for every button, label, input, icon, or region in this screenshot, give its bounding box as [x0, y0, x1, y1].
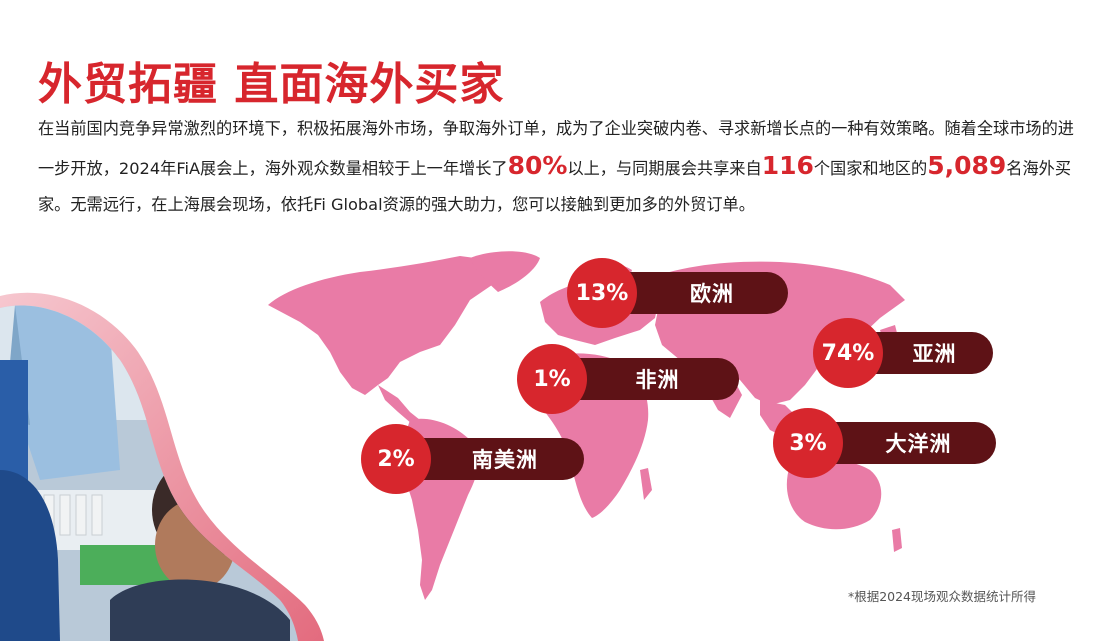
region-percent-africa: 1%	[517, 344, 587, 414]
growth-percent: 80%	[507, 150, 568, 180]
region-percent-asia: 74%	[813, 318, 883, 388]
buyer-count: 5,089	[927, 150, 1007, 180]
region-percent-oceania: 3%	[773, 408, 843, 478]
north-america-shape	[268, 256, 505, 395]
madagascar-shape	[640, 468, 652, 500]
region-percent-europe: 13%	[567, 258, 637, 328]
central-america-shape	[378, 385, 420, 424]
paragraph-part-4: 名海外买家。无需远行，在上海展会现场，依托Fi Global资源的强大助力，您可…	[38, 158, 1072, 215]
region-percent-south-america: 2%	[361, 424, 431, 494]
intro-paragraph: 在当前国内竞争异常激烈的环境下，积极拓展海外市场，争取海外订单，成为了企业突破内…	[38, 111, 1078, 224]
paragraph-part-2: 以上，与同期展会共享来自	[567, 158, 762, 178]
paragraph-part-1: 在当前国内竞争异常激烈的环境下，积极拓展海外市场，争取海外订单，成为了企业突破内…	[38, 119, 1074, 178]
greenland-shape	[470, 251, 540, 292]
country-count: 116	[761, 150, 814, 180]
region-label-oceania: 大洋洲	[815, 422, 996, 464]
region-label-europe: 欧洲	[610, 272, 788, 314]
new-zealand-shape	[892, 528, 902, 552]
paragraph-part-3: 个国家和地区的	[813, 158, 928, 178]
page-title: 外贸拓疆 直面海外买家	[38, 59, 505, 110]
footnote: *根据2024现场观众数据统计所得	[847, 589, 1036, 604]
